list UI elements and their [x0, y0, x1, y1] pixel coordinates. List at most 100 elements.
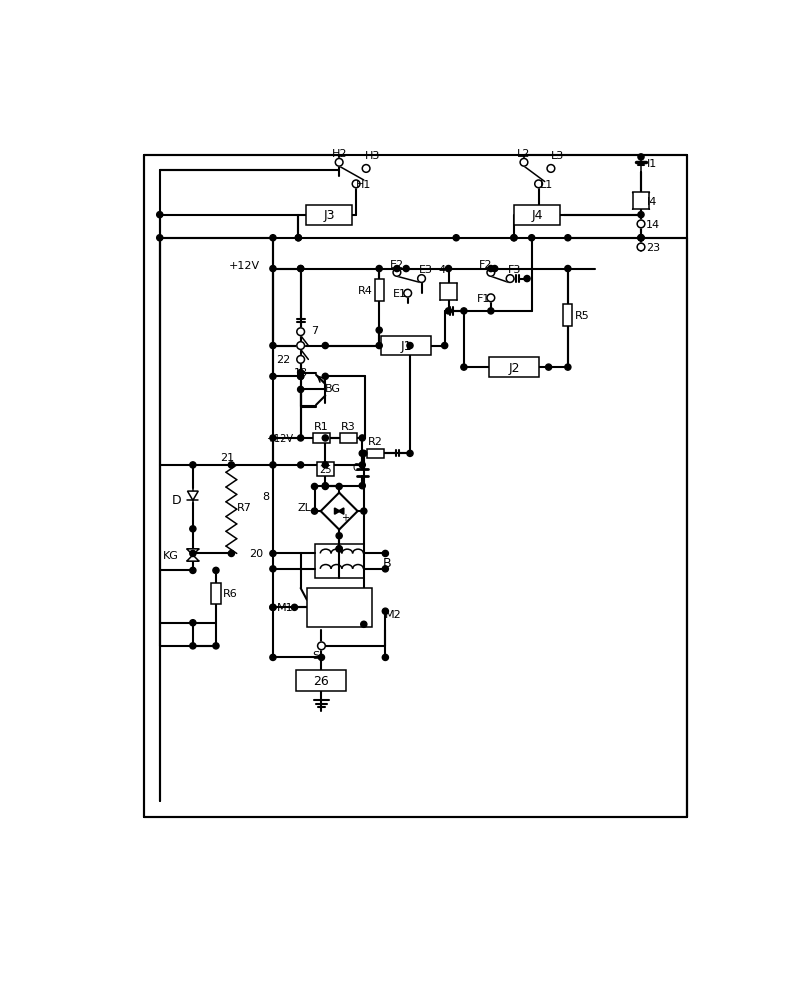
Text: 7: 7 — [311, 326, 318, 336]
Circle shape — [361, 451, 367, 457]
Circle shape — [418, 275, 426, 283]
Text: H1: H1 — [356, 180, 371, 190]
Text: M1: M1 — [277, 602, 294, 612]
Text: 23: 23 — [646, 243, 660, 252]
Text: 22: 22 — [276, 355, 290, 365]
Circle shape — [190, 568, 196, 574]
Circle shape — [403, 266, 410, 272]
Circle shape — [362, 165, 370, 173]
Bar — [374, 280, 384, 301]
Polygon shape — [187, 492, 198, 501]
Text: 14: 14 — [646, 220, 660, 230]
Circle shape — [336, 484, 342, 490]
Circle shape — [361, 621, 367, 628]
Circle shape — [318, 642, 326, 650]
Circle shape — [446, 266, 451, 272]
Circle shape — [565, 236, 571, 242]
Circle shape — [638, 236, 644, 242]
Text: S: S — [313, 650, 320, 660]
Circle shape — [298, 387, 304, 393]
Circle shape — [311, 484, 318, 490]
Text: R5: R5 — [574, 310, 590, 320]
Text: J1: J1 — [401, 340, 412, 353]
Bar — [381, 337, 431, 356]
Circle shape — [297, 342, 305, 350]
Text: R3: R3 — [341, 421, 356, 431]
Circle shape — [565, 365, 571, 371]
Text: I4: I4 — [647, 197, 658, 207]
Text: L1: L1 — [540, 180, 553, 190]
Circle shape — [270, 435, 276, 441]
Bar — [317, 462, 334, 476]
Text: R2: R2 — [368, 437, 382, 447]
Circle shape — [382, 608, 389, 614]
Circle shape — [270, 266, 276, 272]
Text: +12V: +12V — [266, 433, 293, 443]
Bar — [314, 545, 364, 579]
Text: E3: E3 — [419, 265, 433, 275]
Circle shape — [529, 236, 534, 242]
Circle shape — [511, 236, 517, 242]
Text: BG: BG — [325, 384, 341, 394]
Circle shape — [318, 655, 325, 661]
Circle shape — [311, 509, 318, 515]
Circle shape — [506, 275, 514, 283]
Circle shape — [297, 328, 305, 336]
Circle shape — [547, 165, 554, 173]
Text: J4: J4 — [531, 209, 542, 222]
Circle shape — [376, 328, 382, 334]
Circle shape — [322, 374, 328, 380]
Circle shape — [298, 435, 304, 441]
Circle shape — [488, 266, 494, 272]
Text: J3: J3 — [323, 209, 335, 222]
Text: F3: F3 — [508, 265, 522, 275]
Circle shape — [298, 374, 304, 380]
Circle shape — [638, 155, 644, 161]
Circle shape — [492, 266, 498, 272]
Circle shape — [298, 462, 304, 468]
Circle shape — [190, 551, 196, 557]
Text: H2: H2 — [331, 149, 347, 159]
Text: R6: R6 — [223, 588, 238, 599]
Circle shape — [298, 374, 304, 380]
Circle shape — [359, 451, 366, 457]
Circle shape — [382, 551, 389, 557]
Circle shape — [298, 370, 304, 376]
Circle shape — [291, 604, 298, 611]
Circle shape — [270, 462, 276, 468]
Circle shape — [336, 546, 342, 553]
Bar — [297, 670, 346, 692]
Circle shape — [565, 266, 571, 272]
Circle shape — [520, 159, 528, 167]
Circle shape — [361, 509, 367, 515]
Bar — [313, 434, 330, 443]
Circle shape — [453, 236, 459, 242]
Circle shape — [393, 269, 401, 277]
Polygon shape — [186, 550, 199, 556]
Circle shape — [638, 213, 644, 219]
Bar — [307, 588, 371, 627]
Text: 8: 8 — [262, 491, 270, 501]
Circle shape — [322, 462, 328, 468]
Circle shape — [270, 551, 276, 557]
Circle shape — [461, 365, 467, 371]
Bar — [367, 449, 384, 458]
Text: L3: L3 — [550, 150, 564, 160]
Circle shape — [228, 462, 234, 468]
Bar — [563, 305, 573, 326]
Text: F2: F2 — [478, 259, 492, 269]
Circle shape — [638, 236, 644, 242]
Circle shape — [487, 294, 494, 302]
Circle shape — [524, 276, 530, 282]
Bar — [340, 434, 357, 443]
Circle shape — [213, 643, 219, 649]
Circle shape — [335, 159, 343, 167]
Text: R7: R7 — [237, 503, 252, 513]
Circle shape — [270, 604, 276, 611]
Bar — [211, 583, 221, 604]
Bar — [514, 206, 560, 226]
Bar — [489, 358, 539, 378]
Circle shape — [295, 236, 302, 242]
Text: B: B — [382, 557, 391, 570]
Circle shape — [488, 308, 494, 315]
